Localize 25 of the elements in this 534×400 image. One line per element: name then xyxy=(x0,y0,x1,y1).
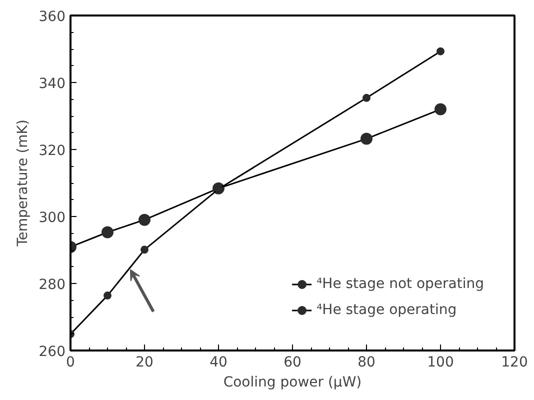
y-tick-label: 300 xyxy=(38,210,66,226)
x-tick-label: 20 xyxy=(136,354,154,370)
x-tick-label: 40 xyxy=(210,354,228,370)
y-tick-label: 260 xyxy=(38,344,66,360)
point xyxy=(138,214,150,226)
point xyxy=(140,246,148,254)
x-tick-label: 0 xyxy=(66,354,75,370)
x-tick-label: 80 xyxy=(358,354,376,370)
y-tick-label: 280 xyxy=(38,277,66,293)
point xyxy=(360,132,372,145)
y-axis-title: Temperature (mK) xyxy=(14,120,31,248)
point xyxy=(362,94,370,102)
x-axis-title: Cooling power (μW) xyxy=(223,374,362,390)
x-tick-label: 60 xyxy=(284,354,302,370)
y-tick-label: 340 xyxy=(38,76,66,92)
legend-label: ⁴He stage operating xyxy=(316,302,457,318)
x-tick-label: 100 xyxy=(427,354,454,370)
point xyxy=(104,292,112,300)
x-tick-label: 120 xyxy=(501,354,528,370)
legend-label: ⁴He stage not operating xyxy=(316,276,484,292)
point xyxy=(436,47,444,56)
y-tick-label: 360 xyxy=(38,9,66,25)
point xyxy=(434,103,446,116)
y-tick-label: 320 xyxy=(38,143,66,159)
point xyxy=(102,226,114,238)
